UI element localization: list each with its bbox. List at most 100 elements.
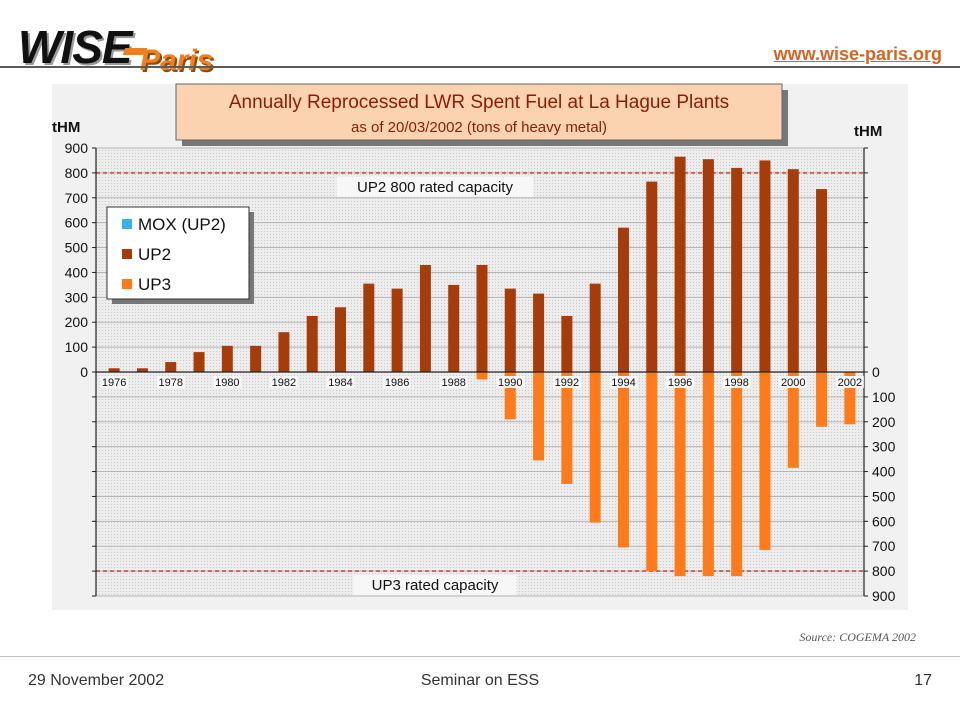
- y-tick-label-right: 500: [872, 488, 896, 504]
- y-tick-label-right: 900: [872, 588, 896, 604]
- capacity-label: UP3 rated capacity: [372, 577, 499, 594]
- x-tick-label-bg: [779, 376, 808, 388]
- footer-date: 29 November 2002: [28, 672, 165, 689]
- bar-up2-1980: [221, 345, 233, 372]
- bar-up3-1991: [533, 372, 545, 461]
- legend-label: UP2: [138, 245, 171, 264]
- bar-up3-1997: [702, 372, 714, 577]
- bar-up2-1984: [335, 307, 347, 372]
- footer-divider: [0, 656, 960, 657]
- x-tick-label-bg: [156, 376, 185, 388]
- bar-up2-1991: [533, 293, 545, 372]
- x-tick-label-bg: [383, 376, 412, 388]
- y-tick-label-left: 600: [65, 215, 89, 231]
- x-tick-label-bg: [835, 376, 864, 388]
- x-tick-label: 1986: [385, 377, 409, 389]
- bar-up2-1993: [589, 283, 601, 372]
- bar-up2-1978: [165, 362, 177, 372]
- bar-up3-2001: [816, 372, 828, 427]
- y-tick-label-right: 300: [872, 439, 896, 455]
- y-tick-label-left: 900: [65, 140, 89, 156]
- bar-up2-1977: [136, 368, 148, 372]
- x-tick-label: 2002: [838, 377, 862, 389]
- x-tick-label-bg: [666, 376, 695, 388]
- bar-up3-2002: [844, 372, 856, 425]
- legend-label: MOX (UP2): [138, 215, 226, 234]
- y-tick-label-right: 100: [872, 389, 896, 405]
- bar-up2-1995: [646, 181, 658, 372]
- legend-swatch: [122, 249, 132, 259]
- y-tick-label-left: 200: [65, 314, 89, 330]
- legend-label: UP3: [138, 275, 171, 294]
- y-tick-label-right: 600: [872, 513, 896, 529]
- bar-up3-1999: [759, 372, 771, 550]
- source-note: Source: COGEMA 2002: [799, 630, 916, 644]
- legend-swatch: [122, 279, 132, 289]
- x-tick-label-bg: [722, 376, 751, 388]
- y-tick-label-left: 400: [65, 264, 89, 280]
- x-tick-label-bg: [269, 376, 298, 388]
- bar-up3-1990: [504, 372, 516, 420]
- x-tick-label-bg: [213, 376, 242, 388]
- y-tick-label-right: 700: [872, 538, 896, 554]
- x-tick-label: 1980: [215, 377, 239, 389]
- website-link[interactable]: www.wise-paris.org: [773, 44, 942, 64]
- y-tick-label-right: 400: [872, 464, 896, 480]
- logo-sub-text: Paris: [140, 44, 214, 77]
- bar-up2-2000: [787, 169, 799, 372]
- bar-up2-1976: [108, 368, 120, 372]
- bar-up2-1981: [250, 345, 262, 372]
- x-tick-label: 1978: [158, 377, 182, 389]
- bar-up2-1989: [476, 264, 488, 372]
- y-axis-label-left: tHM: [52, 119, 80, 136]
- bar-up2-1990: [504, 288, 516, 372]
- chart-title: Annually Reprocessed LWR Spent Fuel at L…: [229, 92, 729, 113]
- bar-up3-1993: [589, 372, 601, 523]
- x-tick-label: 1998: [724, 377, 748, 389]
- x-tick-label-bg: [552, 376, 581, 388]
- y-tick-label-left: 0: [80, 364, 88, 380]
- bar-up3-1998: [731, 372, 743, 577]
- bar-up2-1987: [419, 264, 431, 372]
- y-tick-label-left: 500: [65, 240, 89, 256]
- capacity-label-bg: [336, 176, 534, 197]
- y-tick-label-left: 800: [65, 165, 89, 181]
- x-tick-label-bg: [439, 376, 468, 388]
- bar-up2-1979: [193, 352, 205, 372]
- bar-up2-1994: [617, 227, 629, 372]
- chart-subtitle: as of 20/03/2002 (tons of heavy metal): [351, 119, 607, 136]
- bar-up2-1997: [702, 159, 714, 372]
- x-tick-label: 1992: [555, 377, 579, 389]
- x-tick-label: 1984: [328, 377, 352, 389]
- capacity-label-bg: [353, 575, 517, 596]
- x-tick-label-bg: [609, 376, 638, 388]
- bar-up2-1986: [391, 288, 403, 372]
- y-axis-label-right: tHM: [854, 123, 882, 140]
- bar-up2-1999: [759, 160, 771, 372]
- x-tick-label: 2000: [781, 377, 805, 389]
- footer-page-number: 17: [914, 672, 932, 689]
- x-tick-label: 1976: [102, 377, 126, 389]
- x-tick-label: 1994: [611, 377, 635, 389]
- x-tick-label-bg: [326, 376, 355, 388]
- x-tick-label-bg: [496, 376, 525, 388]
- y-tick-label-left: 700: [65, 190, 89, 206]
- y-tick-label-left: 300: [65, 289, 89, 305]
- title-box: [175, 83, 783, 141]
- x-tick-label: 1988: [441, 377, 465, 389]
- bar-up2-1985: [363, 283, 375, 372]
- footer-title: Seminar on ESS: [420, 672, 540, 689]
- bar-up2-1988: [448, 284, 460, 372]
- bar-up3-1995: [646, 372, 658, 572]
- y-tick-label-left: 100: [65, 339, 89, 355]
- y-tick-label-right: 800: [872, 563, 896, 579]
- bar-up2-1992: [561, 316, 573, 372]
- legend-swatch: [122, 219, 132, 229]
- bar-up2-1983: [306, 316, 318, 372]
- bar-up3-1994: [617, 372, 629, 548]
- bar-up3-1992: [561, 372, 573, 484]
- header-divider: [0, 66, 960, 68]
- bar-up3-1996: [674, 372, 686, 577]
- bar-up2-1998: [731, 167, 743, 372]
